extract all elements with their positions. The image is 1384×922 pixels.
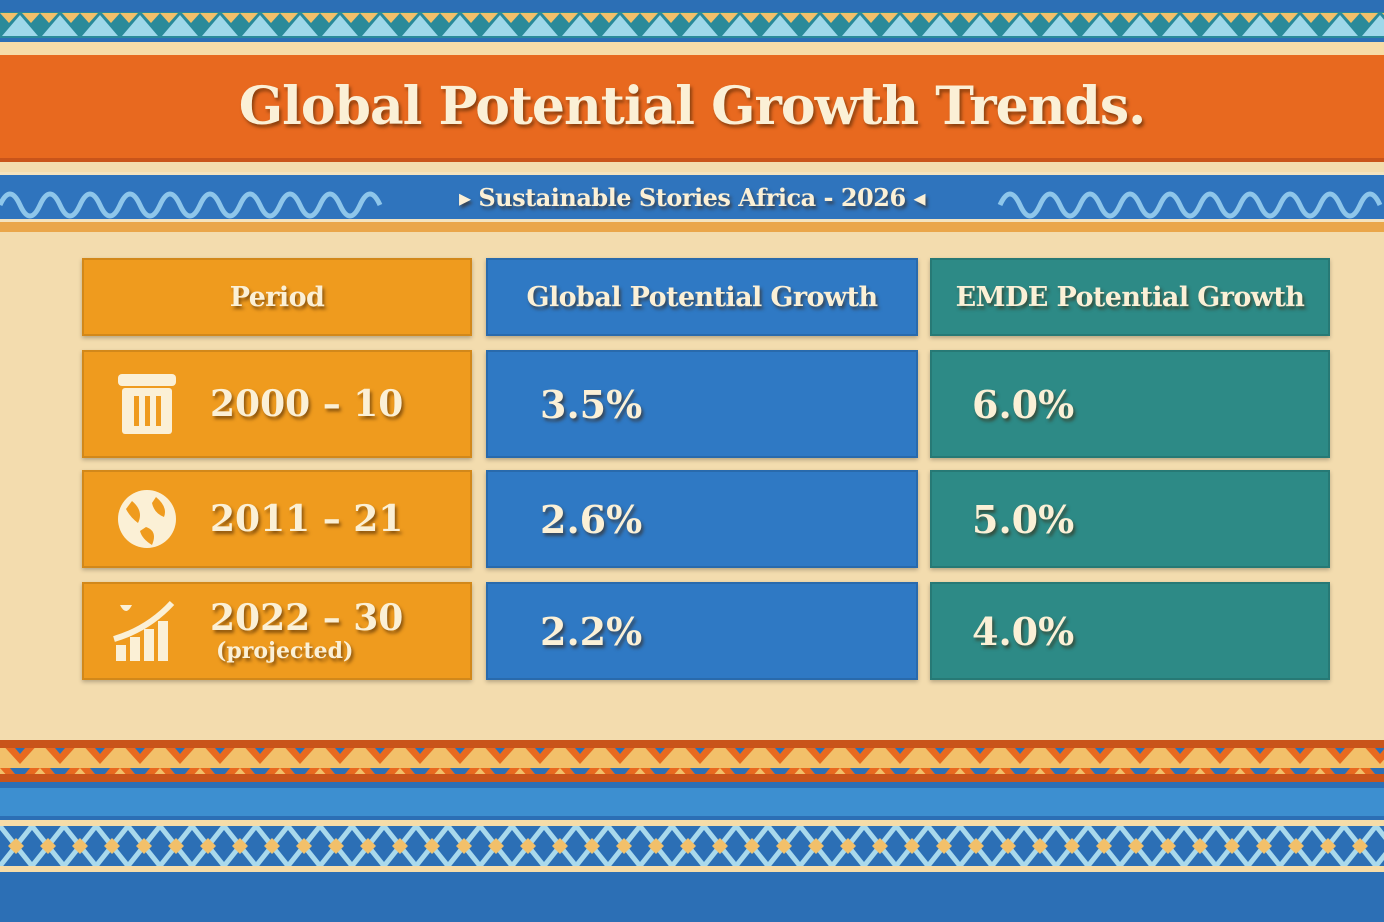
subtitle-banner: ▸ Sustainable Stories Africa - 2026 ◂ <box>0 172 1384 222</box>
period-label: 2022 – 30 <box>210 597 404 639</box>
growth-chart-icon <box>113 600 175 661</box>
arrow-left-icon: ◂ <box>905 182 926 212</box>
header-emde: EMDE Potential Growth <box>930 258 1330 336</box>
period-label: 2000 – 10 <box>210 383 404 425</box>
wave-pattern <box>0 191 1383 219</box>
page-title: Global Potential Growth Trends. <box>0 50 1384 162</box>
emde-value: 4.0% <box>930 582 1330 680</box>
divider <box>0 222 1384 232</box>
table-row-period: 2022 – 30 (projected) <box>82 582 472 680</box>
emde-value: 5.0% <box>930 470 1330 568</box>
table-row-period: 2000 – 10 <box>82 350 472 458</box>
globe-icon <box>118 490 176 548</box>
emde-value: 6.0% <box>930 350 1330 458</box>
projected-note: (projected) <box>216 638 354 664</box>
global-value: 3.5% <box>486 350 918 458</box>
bottom-decorative-border <box>0 740 1384 922</box>
trash-bin-icon <box>118 374 176 434</box>
header-period: Period <box>82 258 472 336</box>
arrow-right-icon: ▸ <box>458 182 479 212</box>
table-row-period: 2011 – 21 <box>82 470 472 568</box>
global-value: 2.6% <box>486 470 918 568</box>
global-value: 2.2% <box>486 582 918 680</box>
subtitle: Sustainable Stories Africa - 2026 <box>478 182 906 212</box>
top-decorative-border <box>0 0 1384 50</box>
header-global: Global Potential Growth <box>486 258 918 336</box>
period-label: 2011 – 21 <box>210 498 404 540</box>
